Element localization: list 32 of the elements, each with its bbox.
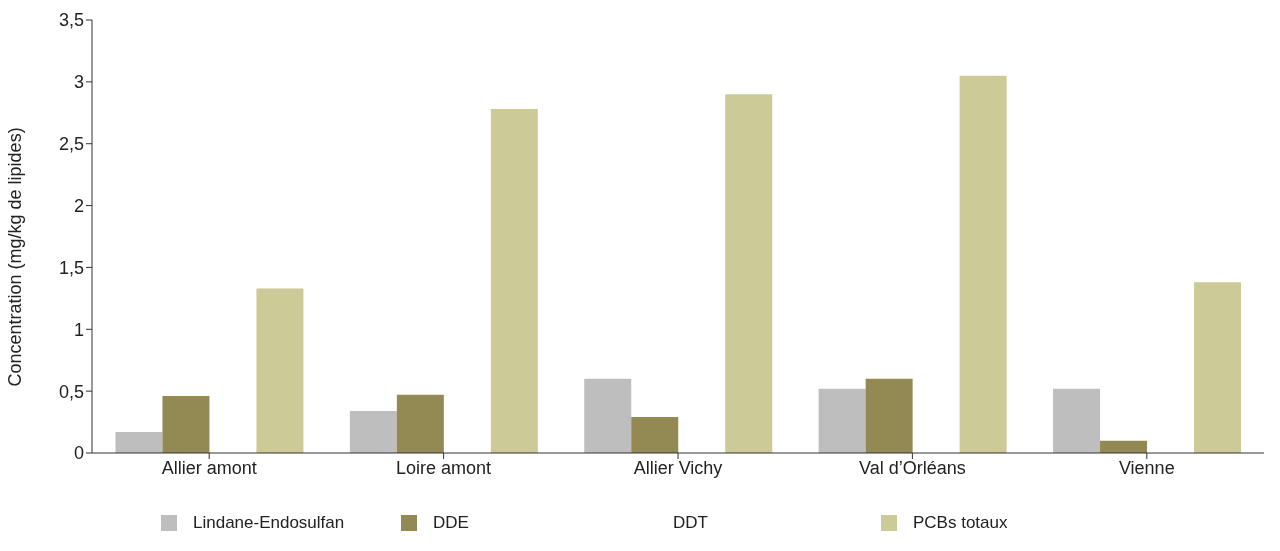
bar bbox=[725, 94, 773, 453]
y-tick-label: 2,5 bbox=[58, 134, 84, 155]
bar bbox=[256, 288, 304, 453]
x-tick-label: Vienne bbox=[1118, 457, 1175, 478]
bar bbox=[349, 410, 397, 453]
y-tick-label: 3,5 bbox=[58, 10, 84, 31]
bar bbox=[818, 388, 866, 453]
y-tick-label: 0 bbox=[73, 443, 84, 464]
bar bbox=[115, 431, 163, 453]
text: DDT bbox=[673, 513, 708, 533]
x-tick-label: Allier amont bbox=[161, 457, 257, 478]
bar bbox=[631, 417, 679, 453]
bar bbox=[959, 75, 1007, 453]
y-tick-label: 2 bbox=[73, 195, 84, 216]
x-tick-label: Loire amont bbox=[396, 457, 492, 478]
y-tick-label: 0,5 bbox=[58, 381, 84, 402]
bar bbox=[865, 378, 913, 453]
legend-label: Lindane-Endosulfan bbox=[193, 513, 345, 533]
bar bbox=[1053, 388, 1101, 453]
y-tick-label: 3 bbox=[73, 72, 84, 93]
y-tick-label: 1,5 bbox=[58, 257, 84, 278]
bar bbox=[162, 396, 210, 453]
bar bbox=[490, 109, 538, 453]
x-tick-label: Allier Vichy bbox=[633, 457, 723, 478]
legend-label: DDE bbox=[433, 513, 469, 533]
bar bbox=[1194, 282, 1242, 453]
bar bbox=[584, 378, 632, 453]
legend-label: PCBs totaux bbox=[913, 513, 1008, 533]
y-tick-label: 1 bbox=[73, 319, 84, 340]
x-tick-label: Val d’Orléans bbox=[859, 457, 966, 478]
y-axis-title: Concentration (mg/kg de lipides) bbox=[5, 127, 26, 387]
bar bbox=[396, 394, 444, 453]
